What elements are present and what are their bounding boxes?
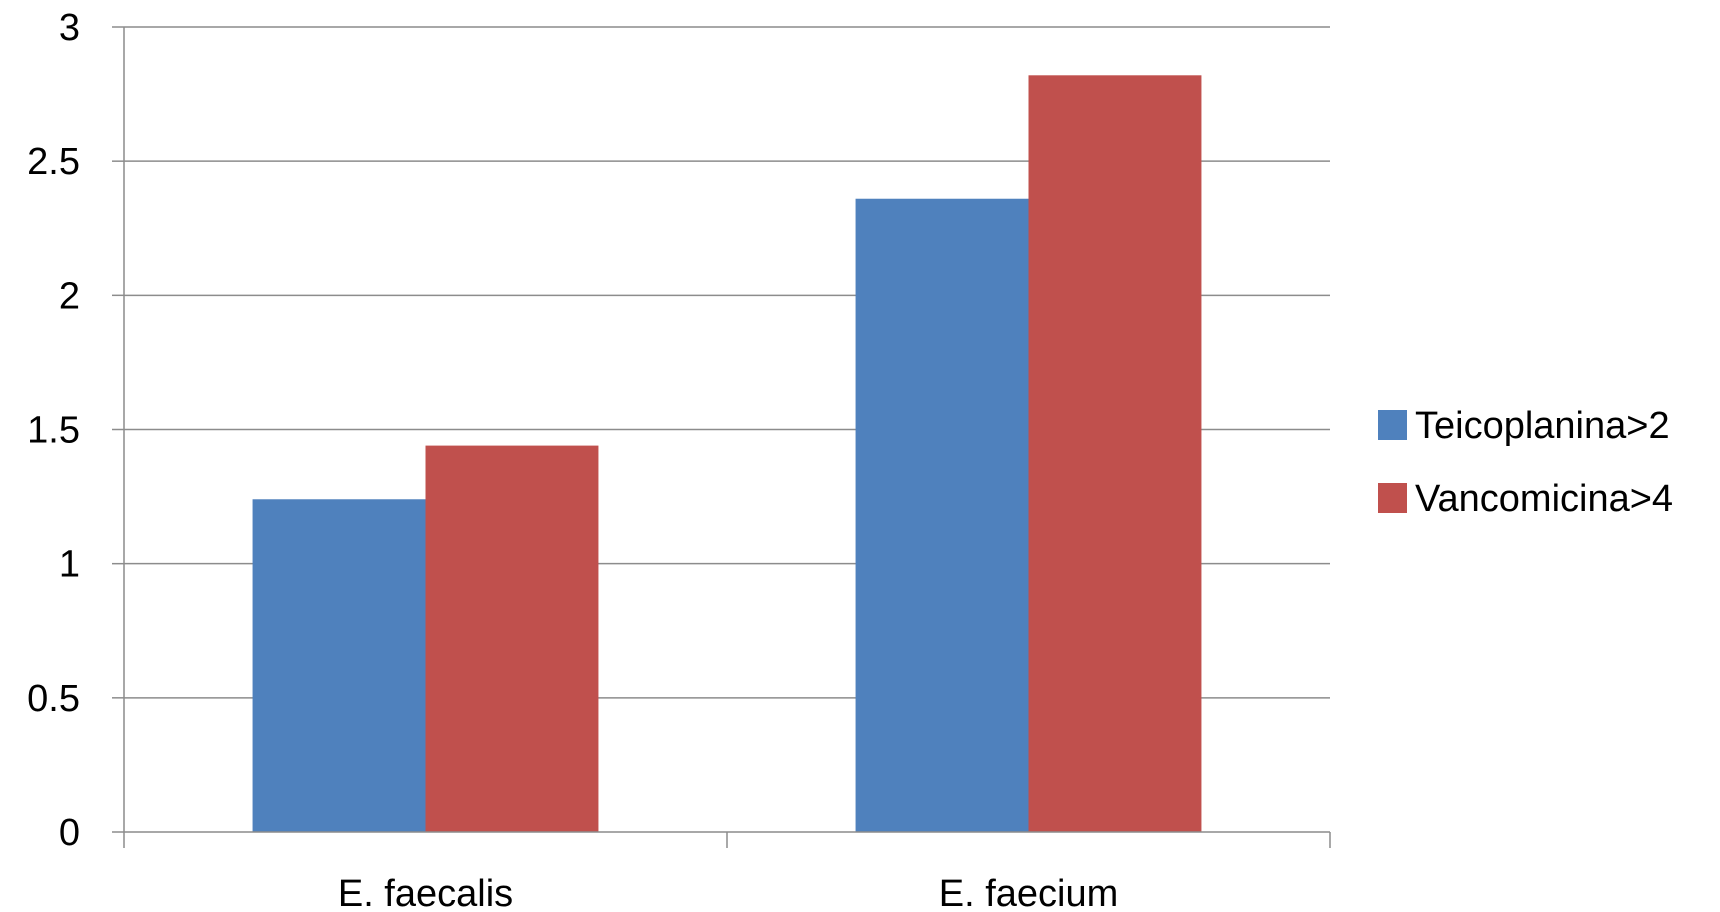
legend-label: Vancomicina>4: [1415, 478, 1673, 520]
bar-vancomicina-faecalis: [425, 445, 599, 832]
y-tick-label: 0: [59, 812, 80, 854]
bars: [252, 75, 1202, 833]
y-tick-label: 0.5: [27, 678, 80, 720]
legend-label: Teicoplanina>2: [1415, 405, 1670, 447]
y-tick-label: 3: [59, 7, 80, 49]
y-tick-label: 2.5: [27, 141, 80, 183]
bar-vancomicina-faecium: [1028, 75, 1202, 833]
bar-teicoplanina-faecium: [855, 198, 1029, 832]
axes: [112, 26, 1331, 848]
legend-swatch: [1378, 410, 1407, 440]
legend: Teicoplanina>2 Vancomicina>4: [1378, 405, 1673, 520]
x-axis-tick-labels: E. faecalis E. faecium: [338, 873, 1118, 912]
x-tick-label: E. faecium: [939, 873, 1119, 912]
y-tick-label: 1: [59, 544, 80, 586]
bar-teicoplanina-faecalis: [252, 499, 426, 832]
legend-swatch: [1378, 483, 1407, 513]
x-tick-label: E. faecalis: [338, 873, 513, 912]
y-tick-label: 2: [59, 275, 80, 317]
y-axis-tick-labels: 0 0.5 1 1.5 2 2.5 3: [27, 7, 80, 854]
y-tick-label: 1.5: [27, 410, 80, 452]
